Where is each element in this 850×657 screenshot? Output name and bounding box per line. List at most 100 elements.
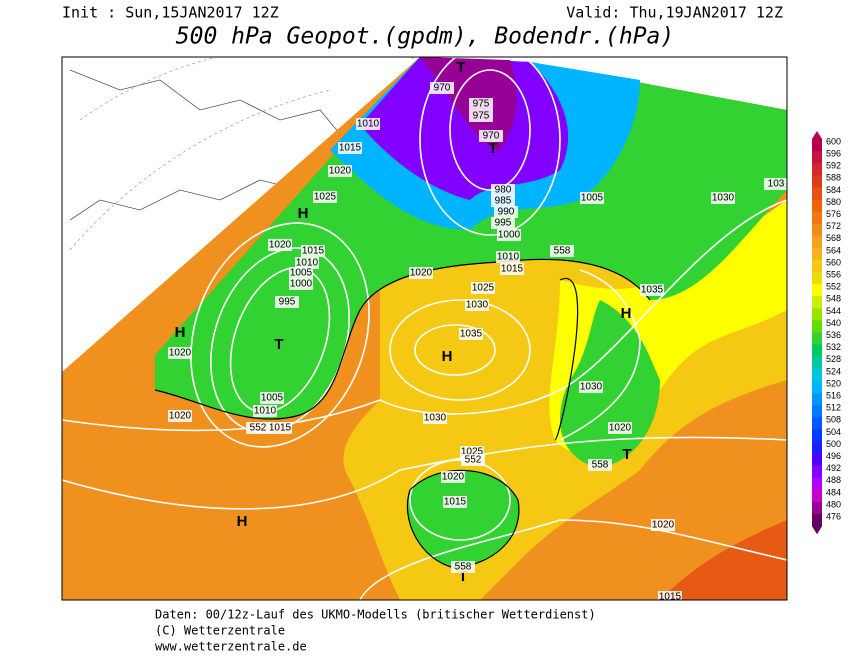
isobar-value: 552: [250, 423, 267, 434]
legend-swatch: [812, 332, 822, 346]
isobar-label: 1020: [608, 422, 632, 434]
isobar-value: 1005: [290, 268, 313, 279]
isobar-value: 1000: [290, 279, 313, 290]
legend-label: 560: [826, 257, 841, 267]
isobar-label: 1020: [441, 471, 465, 483]
isobar-value: 1025: [461, 447, 484, 458]
label-bg: [491, 195, 515, 207]
isobar-label: 1005: [260, 392, 284, 404]
footer-line: www.wetterzentrale.de: [155, 640, 307, 654]
legend-arrow-top: [812, 131, 822, 139]
isobar-label: 558: [451, 561, 475, 573]
legend-label: 564: [826, 245, 841, 255]
isobar-label: 1025: [313, 191, 337, 203]
field-dark-orange: [660, 520, 787, 600]
isobar-label: 1025: [471, 282, 495, 294]
legend-label: 548: [826, 294, 841, 304]
legend-label: 580: [826, 197, 841, 207]
label-bg: [443, 496, 467, 508]
label-bg: [356, 118, 380, 130]
legend-swatch: [812, 356, 822, 370]
isobar-value: 1020: [269, 240, 292, 251]
isobar-value: 1035: [641, 285, 664, 296]
isobar-label: 103: [764, 178, 787, 190]
legend-label: 532: [826, 342, 841, 352]
map-title: 500 hPa Geopot.(gpdm), Bodendr.(hPa): [176, 24, 675, 50]
isobar-value: 1025: [472, 283, 495, 294]
isobar-value: 970: [483, 131, 500, 142]
isobar-label: 1030: [465, 299, 489, 311]
isobar-label: 1010: [496, 251, 520, 263]
legend-swatch: [812, 223, 822, 237]
isobar-label: 1035: [459, 328, 483, 340]
isobar-value: 995: [279, 297, 296, 308]
isobar-label: 1020: [328, 165, 352, 177]
isobar-label: 1020: [168, 347, 192, 359]
isobar-label: 1000: [289, 278, 313, 290]
legend-swatch: [812, 320, 822, 334]
pressure-center: T: [488, 140, 497, 157]
label-bg: [268, 422, 292, 434]
isobar: [449, 69, 531, 191]
isobar-label: 1020: [268, 239, 292, 251]
pressure-center-label: H: [621, 305, 632, 322]
isobar-label: 970: [430, 82, 454, 94]
label-bg: [471, 282, 495, 294]
isobar-label: 975: [469, 98, 493, 110]
isobar-value: 1030: [712, 193, 735, 204]
isobar-label: 1020: [651, 519, 675, 531]
isobar: [359, 519, 787, 600]
isobar-label: 1015: [443, 496, 467, 508]
field-purple: [420, 57, 517, 150]
init-time: Init : Sun,15JAN2017 12Z: [62, 4, 279, 22]
map-frame: [61, 56, 788, 601]
label-bg: [268, 239, 292, 251]
label-bg: [588, 459, 612, 471]
label-bg: [295, 257, 319, 269]
label-bg: [313, 191, 337, 203]
field-green-iberia: [407, 470, 519, 568]
isobar-label: 1030: [423, 412, 447, 424]
isobar: [190, 222, 370, 448]
pressure-center-label: T: [458, 568, 467, 585]
legend-swatch: [812, 163, 822, 176]
color-legend: 600 596 592 588 584 580 576 572 568 564 560 556 552 5…: [812, 131, 841, 535]
isobar-value: 558: [592, 460, 609, 471]
isobar-label: 558: [588, 459, 612, 471]
label-bg: [500, 263, 524, 275]
label-bg: [640, 284, 664, 296]
legend-label: 512: [826, 403, 841, 413]
label-bg: [491, 217, 515, 229]
legend-label: 492: [826, 463, 841, 473]
legend-label: 576: [826, 209, 841, 219]
label-bg: [608, 422, 632, 434]
pressure-center: H: [237, 513, 248, 530]
field-green: [155, 57, 787, 420]
legend-label: 516: [826, 390, 841, 400]
label-bg: [496, 251, 520, 263]
isobar-value: 1020: [609, 423, 632, 434]
pressure-center: T: [274, 336, 283, 353]
isobar-value: 1010: [296, 258, 319, 269]
legend-label: 480: [826, 499, 841, 509]
isobar-label: 558: [550, 245, 574, 257]
isobar: [409, 459, 511, 541]
isobar-value: 1030: [580, 382, 603, 393]
isobar-label: 1030: [579, 381, 603, 393]
isobar-value: 985: [495, 196, 512, 207]
label-bg: [168, 347, 192, 359]
isobar: [559, 269, 641, 441]
map-labels: T970975975970T1010101510201025H102010151…: [168, 59, 787, 600]
label-bg: [459, 328, 483, 340]
label-bg: [550, 245, 574, 257]
isobar-label: 1015: [301, 245, 325, 257]
pressure-center: H: [298, 205, 309, 222]
label-bg: [497, 229, 521, 241]
isobar-value: 558: [554, 246, 571, 257]
isobar-label: 980: [491, 184, 515, 196]
isobar: [62, 436, 787, 510]
label-bg: [260, 392, 284, 404]
isobar-label: 990: [494, 206, 518, 218]
label-bg: [430, 82, 454, 94]
